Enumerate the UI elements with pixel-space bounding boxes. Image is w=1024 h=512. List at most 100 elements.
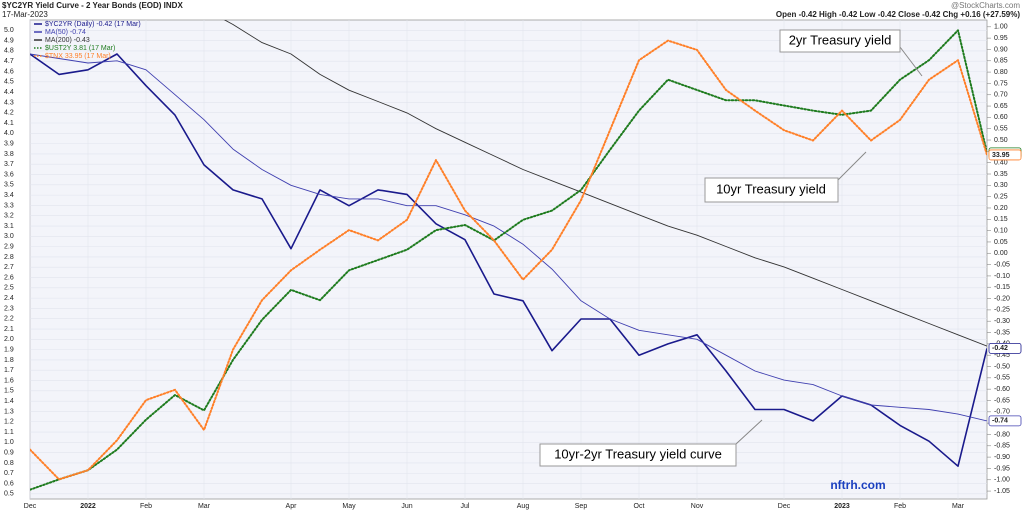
y-tick-label: 1.7 — [4, 367, 14, 374]
watermark: nftrh.com — [830, 478, 885, 492]
y-tick-label: 0.6 — [4, 480, 14, 487]
y-tick-label: 3.3 — [4, 202, 14, 209]
y2-tick-label: -0.10 — [994, 273, 1010, 280]
y-tick-label: 3.7 — [4, 161, 14, 168]
y-tick-label: 2.3 — [4, 305, 14, 312]
y2-tick-label: 0.60 — [994, 114, 1008, 121]
y2-tick-label: -0.45 — [994, 352, 1010, 359]
legend-entry: $TNX 33.95 (17 Mar) — [45, 53, 111, 60]
callout-pointer — [735, 419, 763, 445]
x-tick-label: Dec — [24, 503, 37, 510]
y-tick-label: 2.7 — [4, 264, 14, 271]
y-tick-label: 5.0 — [4, 27, 14, 34]
x-tick-label: Aug — [517, 503, 530, 510]
y2-tick-label: 0.00 — [994, 250, 1008, 257]
legend-entry: $YC2YR (Daily) -0.42 (17 Mar) — [45, 21, 141, 28]
y2-tick-label: 0.95 — [994, 35, 1008, 42]
y2-tick-label: 0.30 — [994, 182, 1008, 189]
x-tick-label: Feb — [140, 503, 152, 510]
y2-tick-label: -1.00 — [994, 477, 1010, 484]
x-tick-label: 2023 — [834, 503, 850, 510]
y-tick-label: 1.3 — [4, 408, 14, 415]
y-tick-label: 2.0 — [4, 336, 14, 343]
callout-box — [539, 443, 737, 467]
y2-tick-label: -0.05 — [994, 261, 1010, 268]
legend: $YC2YR (Daily) -0.42 (17 Mar)MA(50) -0.7… — [34, 21, 141, 60]
legend-entry: $UST2Y 3.81 (17 Mar) — [45, 45, 115, 52]
y-tick-label: 2.1 — [4, 326, 14, 333]
y2-tick-label: 1.00 — [994, 24, 1008, 31]
source: @StockCharts.com — [951, 1, 1020, 10]
series-line — [30, 53, 987, 467]
end-label-box — [988, 149, 1022, 161]
series-line — [30, 29, 987, 491]
y-tick-label: 0.5 — [4, 491, 14, 498]
y-tick-label: 2.5 — [4, 285, 14, 292]
y-tick-label: 4.9 — [4, 37, 14, 44]
y-tick-label: 4.1 — [4, 120, 14, 127]
legend-entry: MA(200) -0.43 — [45, 37, 90, 44]
x-tick-label: Mar — [198, 503, 211, 510]
end-label-box — [988, 415, 1022, 427]
y-tick-label: 2.4 — [4, 295, 14, 302]
y-tick-label: 1.1 — [4, 429, 14, 436]
y-tick-label: 1.6 — [4, 377, 14, 384]
y2-tick-label: 0.90 — [994, 46, 1008, 53]
y-tick-label: 4.7 — [4, 58, 14, 65]
end-label: -0.42 — [992, 345, 1008, 352]
y2-tick-label: -0.15 — [994, 284, 1010, 291]
x-tick-label: Jun — [401, 503, 412, 510]
y2-tick-label: 0.50 — [994, 137, 1008, 144]
y2-tick-label: -1.05 — [994, 488, 1010, 495]
y2-tick-label: 0.55 — [994, 126, 1008, 133]
chart-title: $YC2YR Yield Curve - 2 Year Bonds (EOD) … — [2, 1, 183, 10]
y2-tick-label: 0.75 — [994, 80, 1008, 87]
y-tick-label: 3.5 — [4, 182, 14, 189]
y-tick-label: 0.8 — [4, 460, 14, 467]
annotation: 2yr Treasury yield — [789, 32, 892, 47]
y-tick-label: 4.4 — [4, 89, 14, 96]
y2-tick-label: 0.05 — [994, 239, 1008, 246]
series-line — [30, 53, 987, 422]
y2-tick-label: 0.25 — [994, 193, 1008, 200]
end-label: -0.74 — [992, 418, 1008, 425]
y-tick-label: 4.3 — [4, 99, 14, 106]
series-line — [30, 39, 987, 481]
stats: Open -0.42 High -0.42 Low -0.42 Close -0… — [776, 10, 1020, 19]
y-tick-label: 3.8 — [4, 151, 14, 158]
y-tick-label: 3.2 — [4, 213, 14, 220]
x-tick-label: Dec — [778, 503, 791, 510]
y-tick-label: 4.2 — [4, 110, 14, 117]
annotation: 10yr-2yr Treasury yield curve — [554, 446, 722, 461]
x-tick-label: Feb — [894, 503, 906, 510]
callout-pointer — [837, 151, 867, 181]
y2-tick-label: -0.70 — [994, 409, 1010, 416]
annotation: 10yr Treasury yield — [716, 181, 826, 196]
series-lines — [30, 20, 987, 491]
y-tick-label: 3.4 — [4, 192, 14, 199]
y2-tick-label: -0.90 — [994, 454, 1010, 461]
y-tick-label: 4.0 — [4, 130, 14, 137]
y2-tick-label: 0.20 — [994, 205, 1008, 212]
y2-tick-label: 0.65 — [994, 103, 1008, 110]
y-tick-label: 2.8 — [4, 254, 14, 261]
y2-tick-label: -0.35 — [994, 329, 1010, 336]
y2-tick-label: 0.85 — [994, 58, 1008, 65]
y2-tick-label: 0.80 — [994, 69, 1008, 76]
callout-pointer — [899, 46, 923, 77]
x-tick-label: May — [342, 503, 356, 510]
y2-tick-label: 0.15 — [994, 216, 1008, 223]
y-tick-label: 1.0 — [4, 439, 14, 446]
x-tick-label: Jul — [461, 503, 470, 510]
y-tick-label: 1.8 — [4, 357, 14, 364]
y-tick-label: 4.6 — [4, 68, 14, 75]
y2-tick-label: -0.50 — [994, 363, 1010, 370]
y2-tick-label: -0.80 — [994, 431, 1010, 438]
y2-tick-label: -0.65 — [994, 397, 1010, 404]
y2-tick-label: 0.35 — [994, 171, 1008, 178]
axes: 0.5 0.6 0.7 0.8 0.9 1.0 1.1 1.2 1.3 1.4 1.5 1.6 1.7 1… — [4, 24, 1022, 510]
y-tick-label: 1.5 — [4, 388, 14, 395]
y-tick-label: 0.7 — [4, 470, 14, 477]
y-tick-label: 1.2 — [4, 419, 14, 426]
